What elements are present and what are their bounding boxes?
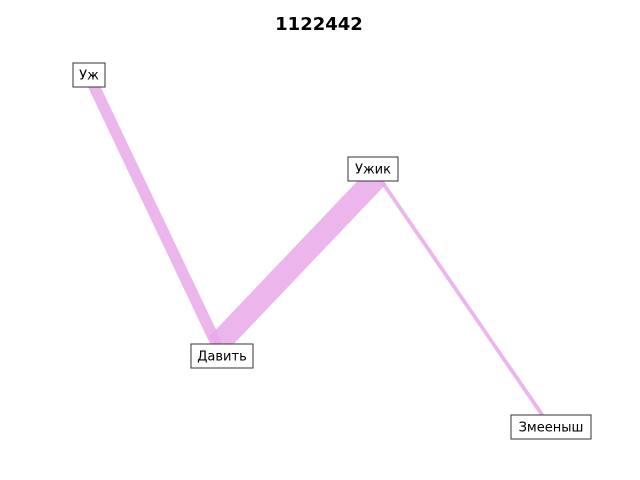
node-box	[190, 343, 254, 369]
edge-davit-uzhik	[208, 168, 387, 353]
node-zmeenysh[interactable]: Змееныш	[510, 414, 592, 440]
node-uzh[interactable]: Уж	[72, 62, 106, 88]
diagram-title: 1122442	[275, 14, 363, 35]
edge-uzh-davit	[85, 77, 223, 348]
node-box	[72, 62, 106, 88]
node-label: Уж	[79, 69, 99, 84]
node-label: Змееныш	[519, 421, 584, 436]
edges-layer	[85, 77, 545, 418]
nodes-layer: Уж Давить Ужик Змееныш	[72, 62, 592, 440]
node-davit[interactable]: Давить	[190, 343, 254, 369]
node-box	[510, 414, 592, 440]
node-label: Ужик	[355, 163, 391, 178]
edge-uzhik-zmeenysh	[376, 174, 545, 418]
node-box	[347, 156, 399, 182]
node-label: Давить	[197, 350, 246, 365]
node-uzhik[interactable]: Ужик	[347, 156, 399, 182]
